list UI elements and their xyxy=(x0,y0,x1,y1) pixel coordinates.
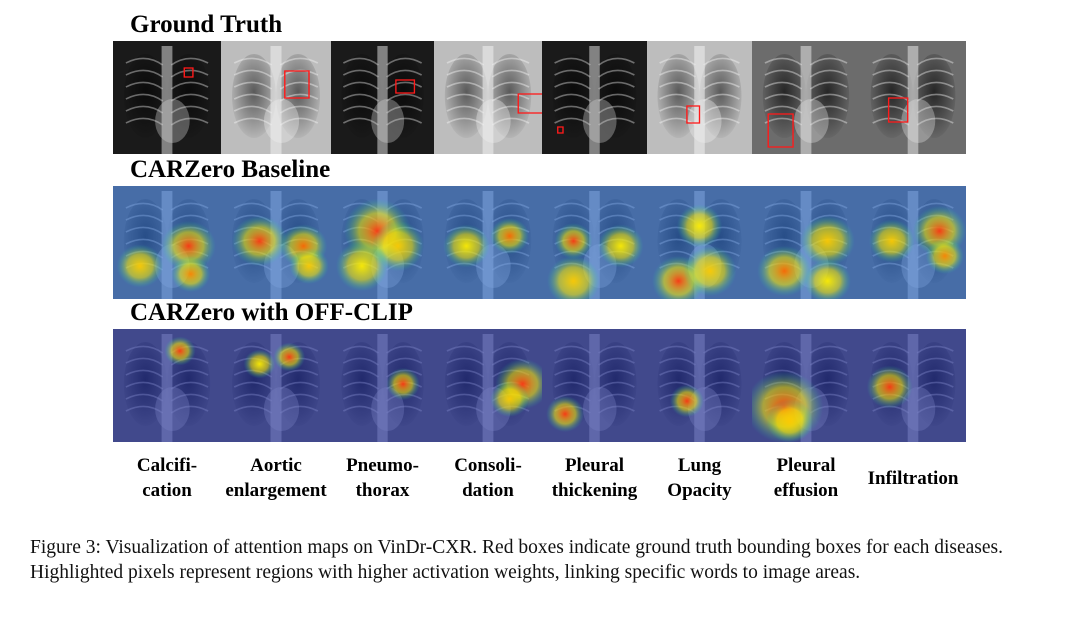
disease-label-row: Calcifi-cation Aortic enlargement Pneumo-th… xyxy=(113,450,966,506)
ground-truth-image-strip xyxy=(113,41,966,154)
disease-label: Infiltration xyxy=(854,450,972,506)
attention-heatmap-image xyxy=(542,329,647,442)
disease-label: Aortic enlargement xyxy=(215,450,337,506)
attention-heatmap-image xyxy=(647,186,752,299)
gt-panel xyxy=(331,41,434,154)
row-title-carzero-offclip: CARZero with OFF-CLIP xyxy=(130,299,413,326)
gt-panel xyxy=(752,41,860,154)
attention-heatmap-image xyxy=(647,329,752,442)
disease-label: Pleural thickening xyxy=(536,450,653,506)
attention-heatmap-image xyxy=(542,186,647,299)
off-panel xyxy=(542,329,647,442)
attention-heatmap-image xyxy=(860,186,966,299)
gt-panel xyxy=(647,41,752,154)
attention-heatmap-image xyxy=(331,186,434,299)
disease-label: Pneumo-thorax xyxy=(325,450,440,506)
disease-label-line: thickening xyxy=(551,480,638,501)
base-panel xyxy=(331,186,434,299)
figure-caption: Figure 3: Visualization of attention map… xyxy=(30,537,1004,583)
disease-label-line: thorax xyxy=(355,480,410,501)
off-panel xyxy=(647,329,752,442)
disease-label-line: dation xyxy=(462,480,514,501)
ground-truth-bounding-box xyxy=(686,105,701,124)
ground-truth-bounding-box xyxy=(284,70,310,99)
disease-label-line: Pleural xyxy=(776,455,836,476)
base-panel xyxy=(434,186,542,299)
disease-label-line: Calcifi- xyxy=(136,455,198,476)
attention-heatmap-image xyxy=(434,186,542,299)
attention-heatmap-image xyxy=(221,186,331,299)
chest-xray-image xyxy=(331,41,434,154)
row-title-ground-truth: Ground Truth xyxy=(130,11,283,38)
off-panel xyxy=(860,329,966,442)
chest-xray-image xyxy=(434,41,542,154)
attention-heatmap-image xyxy=(113,186,221,299)
disease-label-line: Aortic xyxy=(250,455,302,476)
disease-label: Pleural effusion xyxy=(746,450,866,506)
attention-heatmap-image xyxy=(752,329,860,442)
chest-xray-image xyxy=(752,41,860,154)
base-panel xyxy=(647,186,752,299)
disease-label-line: Opacity xyxy=(667,480,732,501)
disease-label: Calcifi-cation xyxy=(107,450,227,506)
base-panel xyxy=(221,186,331,299)
disease-label-line: Pleural xyxy=(564,455,625,476)
ground-truth-bounding-box xyxy=(517,93,542,114)
attention-heatmap-image xyxy=(434,329,542,442)
base-panel xyxy=(860,186,966,299)
disease-label-line: enlargement xyxy=(225,480,327,501)
ground-truth-bounding-box xyxy=(887,97,909,123)
gt-panel xyxy=(221,41,331,154)
disease-label-line: cation xyxy=(142,480,192,501)
disease-label-line: Consoli- xyxy=(454,455,522,476)
base-panel xyxy=(113,186,221,299)
attention-heatmap-image xyxy=(752,186,860,299)
ground-truth-bounding-box xyxy=(557,126,564,134)
chest-xray-image xyxy=(221,41,331,154)
row-title-carzero-baseline: CARZero Baseline xyxy=(130,156,331,183)
gt-panel xyxy=(860,41,966,154)
disease-label: Lung Opacity xyxy=(641,450,758,506)
off-panel xyxy=(221,329,331,442)
base-panel xyxy=(542,186,647,299)
ground-truth-bounding-box xyxy=(395,79,416,94)
gt-panel xyxy=(542,41,647,154)
off-panel xyxy=(331,329,434,442)
chest-xray-image xyxy=(860,41,966,154)
disease-label: Consoli-dation xyxy=(428,450,548,506)
off-panel xyxy=(434,329,542,442)
ground-truth-bounding-box xyxy=(183,67,194,78)
chest-xray-image xyxy=(113,41,221,154)
off-panel xyxy=(113,329,221,442)
disease-label-line: Pneumo- xyxy=(346,455,419,476)
disease-label-line: Lung xyxy=(677,455,722,476)
baseline-attention-strip xyxy=(113,186,966,299)
chest-xray-image xyxy=(542,41,647,154)
base-panel xyxy=(752,186,860,299)
gt-panel xyxy=(434,41,542,154)
attention-heatmap-image xyxy=(860,329,966,442)
attention-heatmap-image xyxy=(331,329,434,442)
gt-panel xyxy=(113,41,221,154)
disease-label-line: Infiltration xyxy=(867,467,959,489)
offclip-attention-strip xyxy=(113,329,966,442)
ground-truth-bounding-box xyxy=(767,113,794,148)
off-panel xyxy=(752,329,860,442)
attention-heatmap-image xyxy=(113,329,221,442)
chest-xray-image xyxy=(647,41,752,154)
disease-label-line: effusion xyxy=(773,480,839,501)
attention-heatmap-image xyxy=(221,329,331,442)
